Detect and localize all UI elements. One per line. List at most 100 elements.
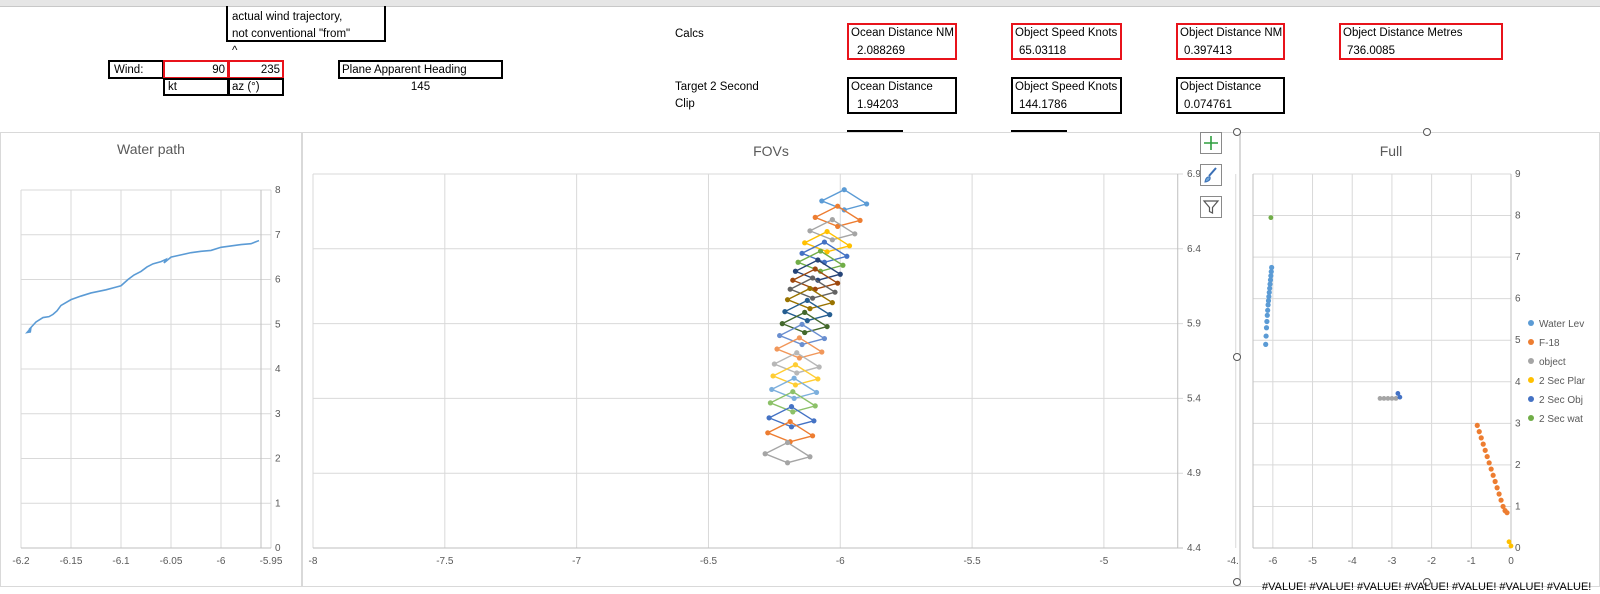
calc-box-ocean-distance-nm[interactable] bbox=[847, 23, 957, 60]
cell-border-stub bbox=[1011, 130, 1067, 132]
y-tick-label: 8 bbox=[1515, 211, 1521, 222]
fov-point bbox=[767, 400, 774, 406]
fov-point bbox=[815, 376, 821, 382]
fov-point bbox=[794, 370, 800, 376]
fov-point bbox=[804, 297, 810, 304]
filter-icon bbox=[1202, 200, 1220, 214]
y-tick-label: 0 bbox=[1515, 543, 1521, 554]
y-tick-label: 2 bbox=[275, 454, 281, 465]
x-tick-label: -3 bbox=[1387, 556, 1396, 567]
series-point bbox=[1498, 497, 1504, 503]
y-tick-label: 1 bbox=[1515, 501, 1521, 512]
calc-box-object-distance-metres[interactable] bbox=[1339, 23, 1503, 60]
column-header-strip bbox=[0, 0, 1600, 7]
series-point bbox=[1474, 422, 1480, 429]
chart-fovs[interactable]: FOVs -8 -7.5 -7 -6.5 -6 -5.5 -5 -4.5 4.4 4.9 5.4 5.… bbox=[302, 132, 1240, 587]
calc-box-object-speed-knots[interactable] bbox=[1011, 23, 1122, 60]
series-point bbox=[1265, 302, 1271, 308]
fov-point bbox=[788, 424, 795, 430]
fov-quad bbox=[777, 323, 827, 346]
chart-elements-button[interactable] bbox=[1200, 132, 1222, 154]
series-point bbox=[1486, 460, 1492, 466]
series-point bbox=[1263, 325, 1270, 331]
wind-label: Wind: bbox=[114, 64, 144, 76]
fov-point bbox=[840, 262, 846, 268]
fov-quad bbox=[820, 188, 869, 211]
fov-point bbox=[812, 403, 818, 409]
y-tick-label: 8 bbox=[275, 185, 281, 196]
legend-label: F-18 bbox=[1539, 338, 1560, 349]
series-point bbox=[1389, 396, 1395, 401]
fov-point bbox=[784, 297, 791, 303]
target-label: Object Speed Knots bbox=[1015, 81, 1118, 93]
calc-label: Ocean Distance NM bbox=[851, 27, 954, 39]
x-tick-label: -5 bbox=[1308, 556, 1317, 567]
series-point bbox=[1496, 491, 1502, 497]
fov-point bbox=[829, 300, 835, 306]
series-point bbox=[1393, 396, 1399, 401]
series-point bbox=[1264, 312, 1270, 318]
calc-label: Object Distance Metres bbox=[1343, 27, 1463, 39]
fov-point bbox=[844, 253, 850, 259]
series-point bbox=[1268, 269, 1274, 275]
fov-quad bbox=[763, 441, 812, 464]
fov-point bbox=[835, 203, 841, 209]
target-label-1: Target 2 Second bbox=[675, 81, 759, 93]
fov-point bbox=[771, 361, 777, 367]
fov-point bbox=[790, 409, 796, 415]
target-box-object-distance[interactable] bbox=[1176, 77, 1285, 114]
chart-full[interactable]: Full -6 -5 -4 -3 -2 -1 0 0 1 2 3 4 5 6 7 8 9 Water Lev F-1… bbox=[1240, 132, 1600, 587]
y-tick-label: 1 bbox=[275, 498, 281, 509]
fov-point bbox=[804, 318, 810, 324]
plane-heading-label-cell[interactable] bbox=[338, 60, 503, 79]
y-tick-label: 4.9 bbox=[1187, 468, 1201, 479]
resize-handle[interactable] bbox=[1233, 128, 1241, 136]
legend-marker bbox=[1528, 415, 1534, 421]
fov-point bbox=[766, 415, 772, 421]
fov-point bbox=[809, 275, 816, 281]
resize-handle[interactable] bbox=[1423, 578, 1431, 586]
y-tick-label: 7 bbox=[275, 230, 281, 241]
y-tick-label: 4 bbox=[1515, 377, 1521, 388]
series-point bbox=[1500, 503, 1506, 510]
series-point bbox=[1263, 333, 1269, 339]
calcs-label: Calcs bbox=[675, 28, 704, 40]
calc-box-object-distance-nm[interactable] bbox=[1176, 23, 1285, 60]
fov-point bbox=[852, 231, 858, 237]
fov-point bbox=[792, 382, 799, 388]
fov-point bbox=[795, 259, 801, 265]
chart-styles-button[interactable] bbox=[1200, 164, 1222, 186]
y-tick-label: 3 bbox=[1515, 418, 1521, 429]
resize-handle[interactable] bbox=[1233, 578, 1241, 586]
fov-point bbox=[824, 228, 830, 235]
fov-point bbox=[807, 228, 813, 234]
x-tick-label: -1 bbox=[1467, 556, 1476, 567]
fov-point bbox=[812, 266, 818, 272]
resize-handle[interactable] bbox=[1233, 353, 1241, 361]
chart-filters-button[interactable] bbox=[1200, 196, 1222, 218]
az-unit-cell[interactable] bbox=[228, 78, 284, 96]
target-box-ocean-distance[interactable] bbox=[847, 77, 957, 114]
target-box-object-speed-knots[interactable] bbox=[1011, 77, 1122, 114]
y-tick-label: 6.4 bbox=[1187, 244, 1201, 255]
chart-water-path[interactable]: Water path -6.2 -6.15 -6.1 -6.05 -6 -5.95 0 1 2 3… bbox=[0, 132, 302, 587]
x-tick-label: -4.5 bbox=[1227, 556, 1239, 567]
calc-label: Object Speed Knots bbox=[1015, 27, 1118, 39]
fov-point bbox=[802, 329, 808, 336]
x-tick-label: -6 bbox=[1268, 556, 1277, 567]
legend-marker bbox=[1528, 377, 1534, 383]
target-label: Ocean Distance bbox=[851, 81, 933, 93]
x-tick-label: -6.5 bbox=[700, 556, 718, 567]
fov-point bbox=[857, 217, 863, 223]
fov-point bbox=[791, 375, 797, 381]
resize-handle[interactable] bbox=[1423, 128, 1431, 136]
target-value: 1.94203 bbox=[857, 99, 899, 111]
note-box[interactable] bbox=[226, 6, 386, 42]
x-tick-label: -7 bbox=[572, 556, 581, 567]
fov-point bbox=[827, 312, 833, 318]
fov-point bbox=[829, 217, 835, 223]
fov-point bbox=[835, 280, 841, 286]
legend-label: object bbox=[1539, 357, 1566, 368]
y-tick-label: 7 bbox=[1515, 252, 1521, 263]
series-point bbox=[1269, 264, 1275, 271]
